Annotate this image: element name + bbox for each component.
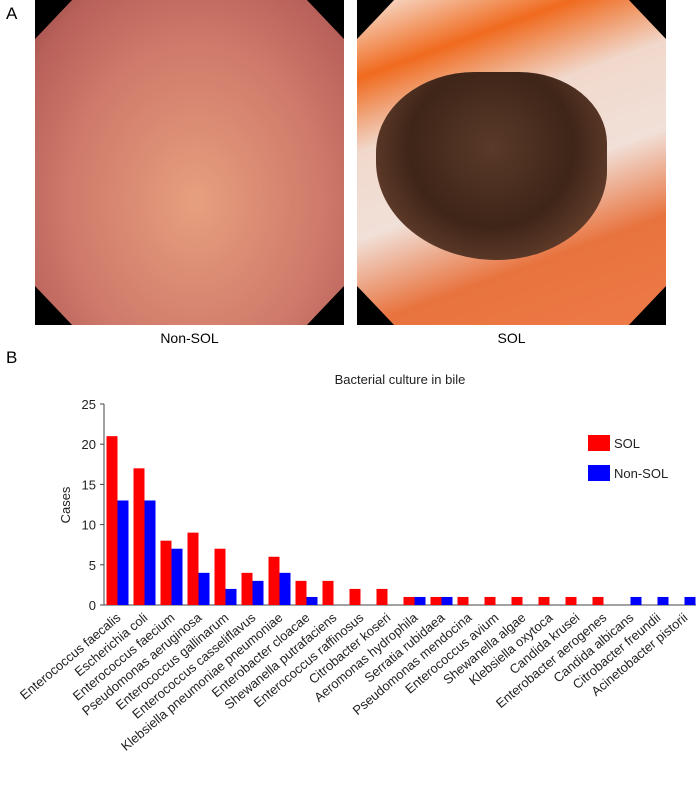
y-tick-label: 25	[82, 397, 96, 412]
bar	[160, 540, 172, 605]
bar	[511, 596, 523, 605]
bar	[187, 532, 199, 605]
bar	[376, 588, 388, 605]
panel-label: A	[6, 4, 18, 23]
bar	[457, 596, 469, 605]
bar	[306, 596, 318, 605]
bar	[279, 572, 291, 605]
bar	[414, 596, 426, 605]
panel-label: B	[6, 348, 18, 367]
bar	[268, 556, 280, 605]
y-tick-label: 0	[89, 598, 96, 613]
bar	[133, 468, 145, 605]
bar	[322, 580, 334, 605]
bar	[441, 596, 453, 605]
bar	[295, 580, 307, 605]
y-tick-label: 15	[82, 477, 96, 492]
bar	[430, 596, 442, 605]
bar	[252, 580, 264, 605]
bar	[117, 500, 129, 605]
endoscopy-image	[357, 0, 666, 325]
lumen	[375, 71, 608, 260]
bar	[144, 500, 156, 605]
bar	[684, 596, 696, 605]
mucosa	[357, 0, 666, 325]
bar	[657, 596, 669, 605]
bar	[171, 548, 183, 605]
bar	[592, 596, 604, 605]
bar	[484, 596, 496, 605]
legend-swatch	[588, 435, 610, 451]
bar	[538, 596, 550, 605]
bar	[349, 588, 361, 605]
bar	[198, 572, 210, 605]
bar	[403, 596, 415, 605]
endoscopy-image	[35, 0, 344, 325]
mucosa	[35, 0, 344, 325]
image-caption: SOL	[497, 330, 526, 346]
legend-swatch	[588, 465, 610, 481]
bar	[565, 596, 577, 605]
bar	[241, 572, 253, 605]
y-tick-label: 10	[82, 518, 96, 533]
image-caption: Non-SOL	[160, 330, 219, 346]
bar	[630, 596, 642, 605]
bar	[106, 436, 118, 605]
legend-label: Non-SOL	[614, 466, 668, 481]
y-tick-label: 5	[89, 558, 96, 573]
y-axis-label: Cases	[58, 486, 73, 523]
chart: Bacterial culture in bile Cases 0 5 10 15 20…	[17, 372, 696, 754]
legend-label: SOL	[614, 436, 640, 451]
bar	[225, 588, 237, 605]
y-tick-label: 20	[82, 437, 96, 452]
chart-title: Bacterial culture in bile	[335, 372, 466, 387]
bar	[214, 548, 226, 605]
